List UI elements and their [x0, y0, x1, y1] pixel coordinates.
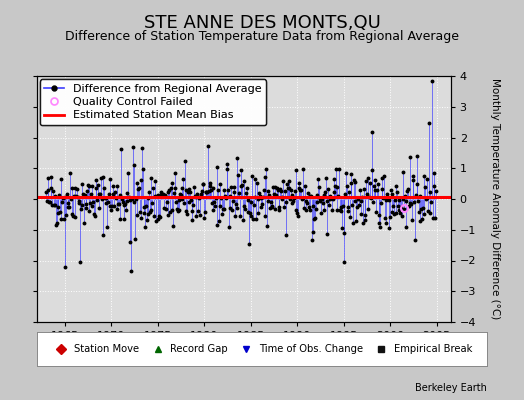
Legend: Station Move, Record Gap, Time of Obs. Change, Empirical Break: Station Move, Record Gap, Time of Obs. C…: [48, 341, 476, 357]
Y-axis label: Monthly Temperature Anomaly Difference (°C): Monthly Temperature Anomaly Difference (…: [490, 78, 500, 320]
Text: STE ANNE DES MONTS,QU: STE ANNE DES MONTS,QU: [144, 14, 380, 32]
Text: Berkeley Earth: Berkeley Earth: [416, 383, 487, 393]
Text: Difference of Station Temperature Data from Regional Average: Difference of Station Temperature Data f…: [65, 30, 459, 43]
Legend: Difference from Regional Average, Quality Control Failed, Estimated Station Mean: Difference from Regional Average, Qualit…: [40, 79, 266, 125]
